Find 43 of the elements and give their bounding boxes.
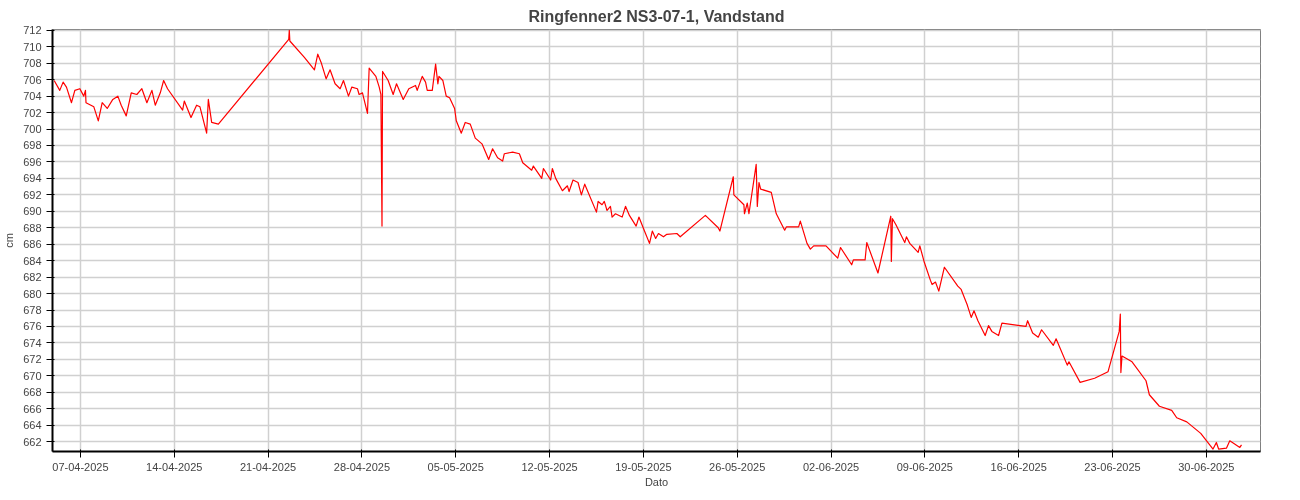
y-tick-label: 684 (23, 254, 42, 267)
chart-title: Ringfenner2 NS3-07-1, Vandstand (528, 7, 785, 25)
y-tick-label: 702 (23, 106, 42, 119)
x-axis-title: Dato (644, 475, 669, 488)
y-tick-label: 690 (23, 205, 42, 218)
x-tick-label: 21-04-2025 (239, 460, 297, 473)
y-tick-label: 682 (23, 271, 42, 284)
y-tick-label: 686 (23, 238, 42, 251)
y-tick-label: 664 (23, 419, 42, 432)
y-tick-label: 700 (23, 123, 42, 136)
y-tick-label: 678 (23, 304, 42, 317)
y-tick-label: 680 (23, 287, 42, 300)
y-tick-label: 710 (23, 40, 42, 53)
x-tick-label: 19-05-2025 (615, 460, 672, 473)
x-tick-label: 05-05-2025 (427, 460, 484, 473)
x-tick-label: 02-06-2025 (802, 460, 860, 473)
y-tick-label: 692 (23, 188, 42, 201)
y-tick-label: 694 (23, 172, 42, 185)
y-tick-label: 708 (23, 57, 42, 70)
y-tick-label: 666 (23, 402, 42, 415)
x-tick-label: 07-04-2025 (52, 460, 109, 473)
x-tick-label: 16-06-2025 (990, 460, 1047, 473)
y-axis-title: cm (3, 233, 16, 248)
y-tick-label: 698 (23, 139, 42, 152)
line-series (53, 29, 1243, 450)
y-tick-label: 674 (23, 336, 42, 349)
x-tick-label: 28-04-2025 (333, 460, 391, 473)
y-tick-label: 712 (23, 24, 42, 37)
y-tick-label: 704 (23, 90, 42, 103)
y-tick-label: 696 (23, 155, 42, 168)
x-tick-label: 14-04-2025 (146, 460, 203, 473)
x-tick-label: 30-06-2025 (1178, 460, 1235, 473)
y-tick-label: 688 (23, 221, 42, 234)
y-tick-label: 662 (23, 435, 42, 448)
y-tick-label: 706 (23, 73, 42, 86)
y-tick-label: 670 (23, 369, 42, 382)
x-tick-label: 09-06-2025 (896, 460, 953, 473)
y-tick-label: 672 (23, 353, 42, 366)
x-tick-label: 26-05-2025 (709, 460, 766, 473)
y-tick-label: 668 (23, 386, 42, 399)
y-tick-label: 676 (23, 320, 42, 333)
x-tick-label: 12-05-2025 (521, 460, 578, 473)
x-tick-label: 23-06-2025 (1084, 460, 1141, 473)
